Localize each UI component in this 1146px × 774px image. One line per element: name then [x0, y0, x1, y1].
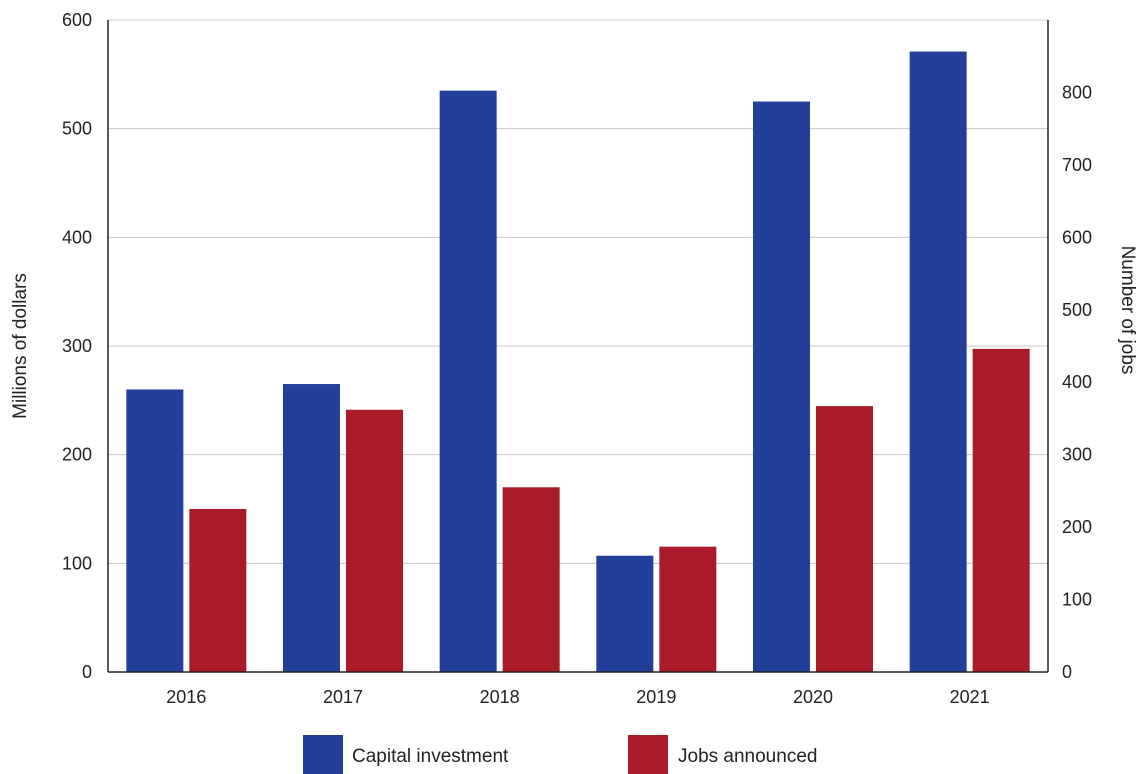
left-tick-label: 600 [62, 10, 92, 30]
legend-label: Jobs announced [678, 746, 817, 767]
left-tick-label: 300 [62, 336, 92, 356]
right-tick-label: 200 [1062, 517, 1092, 537]
bar-capital-investment-2016 [126, 389, 184, 672]
left-tick-label: 200 [62, 445, 92, 465]
x-tick-label: 2017 [323, 687, 363, 707]
bar-capital-investment-2018 [439, 90, 497, 673]
right-tick-label: 500 [1062, 300, 1092, 320]
legend-label: Capital investment [352, 746, 509, 767]
bars [126, 51, 1030, 673]
legend: Capital investment Jobs announced [303, 735, 817, 774]
bar-jobs-announced-2018 [502, 487, 560, 672]
bar-jobs-announced-2021 [972, 348, 1030, 672]
right-tick-label: 600 [1062, 227, 1092, 247]
right-tick-label: 800 [1062, 82, 1092, 102]
right-tick-label: 100 [1062, 590, 1092, 610]
bar-jobs-announced-2020 [816, 406, 873, 672]
bar-jobs-announced-2017 [346, 409, 403, 672]
bar-capital-investment-2017 [283, 384, 340, 672]
bar-capital-investment-2019 [596, 555, 654, 672]
right-axis-title: Number of jobs [1117, 246, 1138, 375]
right-tick-label: 0 [1062, 662, 1072, 682]
x-tick-label: 2018 [480, 687, 520, 707]
legend-swatch [628, 735, 668, 774]
bar-jobs-announced-2019 [659, 546, 717, 672]
x-tick-label: 2019 [636, 687, 676, 707]
left-tick-label: 500 [62, 119, 92, 139]
x-tick-label: 2021 [950, 687, 990, 707]
left-tick-label: 400 [62, 227, 92, 247]
left-axis-title: Millions of dollars [10, 273, 31, 419]
bar-capital-investment-2020 [753, 101, 810, 672]
gridlines [108, 19, 1048, 564]
axes: 0 100 200 300 400 500 600 0 100 200 300 400 500 600 70… [62, 10, 1092, 707]
right-tick-label: 300 [1062, 445, 1092, 465]
left-tick-label: 0 [82, 662, 92, 682]
x-tick-label: 2020 [793, 687, 833, 707]
right-tick-label: 700 [1062, 155, 1092, 175]
bar-jobs-announced-2016 [189, 509, 247, 672]
right-tick-label: 400 [1062, 372, 1092, 392]
left-tick-label: 100 [62, 553, 92, 573]
legend-swatch [303, 735, 343, 774]
bar-capital-investment-2021 [909, 51, 967, 673]
x-tick-label: 2016 [166, 687, 206, 707]
